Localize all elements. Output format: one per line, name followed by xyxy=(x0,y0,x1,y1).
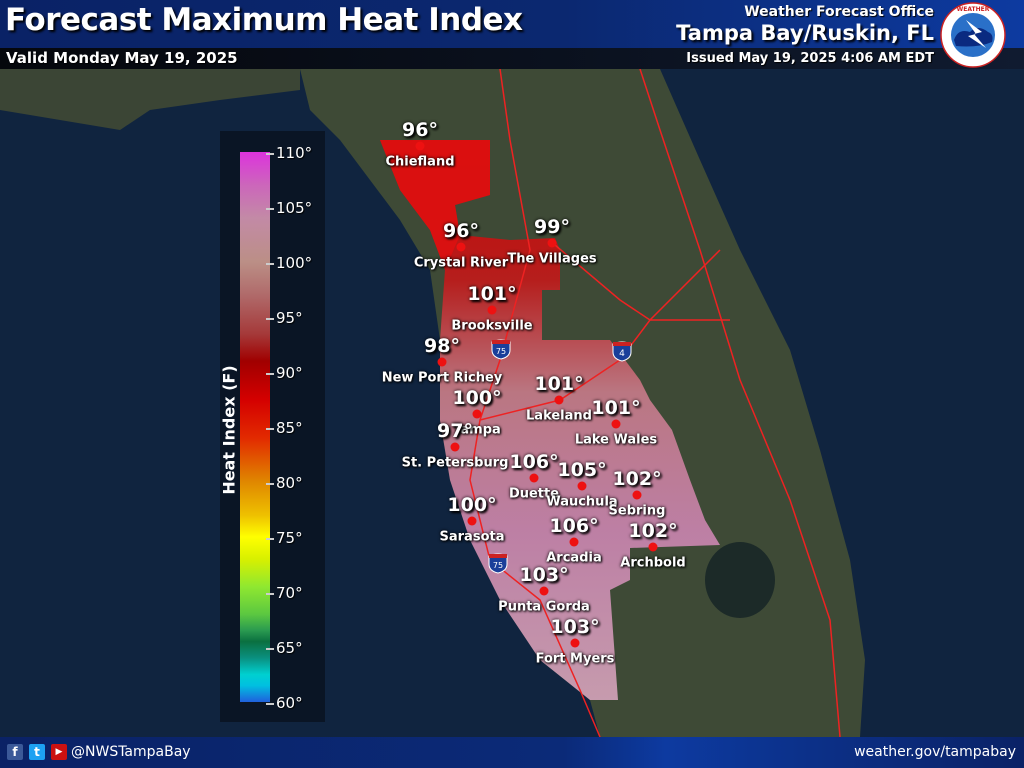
city-heat-value: 97° xyxy=(437,420,473,442)
city-dot-icon xyxy=(577,481,587,491)
city-heat-value: 101° xyxy=(534,373,584,395)
city-dot-icon xyxy=(529,473,539,483)
legend-tick-label: 60° xyxy=(276,694,303,712)
city-heat-value: 103° xyxy=(519,564,569,586)
city-heat-value: 101° xyxy=(591,397,641,419)
city-dot-icon xyxy=(547,238,557,248)
legend-color-bar xyxy=(240,152,270,702)
city-dot-icon xyxy=(467,516,477,526)
legend-tick-label: 80° xyxy=(276,474,303,492)
legend-tick xyxy=(266,483,274,485)
legend-tick-label: 110° xyxy=(276,144,313,162)
city-dot-icon xyxy=(539,586,549,596)
legend-panel xyxy=(220,131,325,722)
interstate-75-south-shield-icon: 75 xyxy=(488,553,508,574)
legend-tick xyxy=(266,208,274,210)
city-dot-icon xyxy=(611,419,621,429)
svg-text:75: 75 xyxy=(493,561,503,570)
city-name: Lakeland xyxy=(526,408,592,424)
city-heat-value: 96° xyxy=(443,220,479,242)
city-name: Brooksville xyxy=(451,318,533,334)
legend-tick-label: 70° xyxy=(276,584,303,602)
legend-tick xyxy=(266,153,274,155)
city-name: Fort Myers xyxy=(535,651,615,667)
map-area xyxy=(0,69,1024,737)
twitter-icon[interactable]: t xyxy=(29,744,45,760)
city-dot-icon xyxy=(450,442,460,452)
header-bar xyxy=(0,0,1024,48)
legend-tick xyxy=(266,318,274,320)
city-heat-value: 103° xyxy=(550,616,600,638)
office-name: Tampa Bay/Ruskin, FL xyxy=(676,21,934,45)
city-heat-value: 96° xyxy=(402,119,438,141)
city-dot-icon xyxy=(437,357,447,367)
city-heat-value: 106° xyxy=(549,515,599,537)
legend-tick xyxy=(266,703,274,705)
city-name: Chiefland xyxy=(385,154,455,170)
legend-tick xyxy=(266,263,274,265)
interstate-75-shield-icon: 75 xyxy=(491,339,511,360)
city-heat-value: 99° xyxy=(534,216,570,238)
city-heat-value: 100° xyxy=(452,387,502,409)
interstate-4-shield-icon: 4 xyxy=(612,341,632,362)
city-dot-icon xyxy=(472,409,482,419)
youtube-icon[interactable]: ▶ xyxy=(51,744,67,760)
legend-tick-label: 85° xyxy=(276,419,303,437)
city-name: The Villages xyxy=(507,251,597,267)
valid-date: Valid Monday May 19, 2025 xyxy=(6,49,238,67)
legend-tick-label: 65° xyxy=(276,639,303,657)
city-heat-value: 106° xyxy=(509,451,559,473)
city-name: Tampa xyxy=(453,422,501,438)
city-name: Arcadia xyxy=(546,550,602,566)
facebook-icon[interactable]: f xyxy=(7,744,23,760)
city-name: Crystal River xyxy=(413,255,509,271)
legend-tick xyxy=(266,373,274,375)
legend-tick-label: 75° xyxy=(276,529,303,547)
city-name: New Port Richey xyxy=(381,370,503,386)
office-label: Weather Forecast Office xyxy=(744,4,934,20)
svg-text:4: 4 xyxy=(619,349,625,359)
legend-tick xyxy=(266,648,274,650)
legend-tick xyxy=(266,428,274,430)
city-heat-value: 105° xyxy=(557,459,607,481)
nws-logo-icon: WEATHER xyxy=(940,2,1006,68)
svg-text:WEATHER: WEATHER xyxy=(957,6,990,13)
page-title: Forecast Maximum Heat Index xyxy=(5,2,523,38)
city-dot-icon xyxy=(415,141,425,151)
city-name: Punta Gorda xyxy=(498,599,590,615)
social-handle[interactable]: @NWSTampaBay xyxy=(71,744,191,760)
legend-tick-label: 100° xyxy=(276,254,313,272)
city-name: Archbold xyxy=(620,555,686,571)
issued-time: Issued May 19, 2025 4:06 AM EDT xyxy=(686,51,934,66)
city-heat-value: 102° xyxy=(612,468,662,490)
city-heat-value: 100° xyxy=(447,494,497,516)
city-heat-value: 101° xyxy=(467,283,517,305)
legend-tick-label: 105° xyxy=(276,199,313,217)
city-dot-icon xyxy=(487,305,497,315)
website-link[interactable]: weather.gov/tampabay xyxy=(854,744,1016,760)
city-dot-icon xyxy=(569,537,579,547)
svg-text:75: 75 xyxy=(496,347,506,356)
city-dot-icon xyxy=(570,638,580,648)
florida-map xyxy=(0,69,1024,737)
city-name: St. Petersburg xyxy=(401,455,509,471)
legend-tick xyxy=(266,538,274,540)
city-name: Sarasota xyxy=(439,529,505,545)
city-name: Duette xyxy=(508,486,560,502)
city-dot-icon xyxy=(632,490,642,500)
legend-tick-label: 90° xyxy=(276,364,303,382)
city-name: Lake Wales xyxy=(574,432,658,448)
valid-bar xyxy=(0,48,1024,69)
city-dot-icon xyxy=(648,542,658,552)
city-heat-value: 98° xyxy=(424,335,460,357)
city-name: Wauchula xyxy=(546,494,618,510)
legend-title: Heat Index (F) xyxy=(219,365,239,495)
city-heat-value: 102° xyxy=(628,520,678,542)
legend-tick-label: 95° xyxy=(276,309,303,327)
city-dot-icon xyxy=(456,242,466,252)
legend-tick xyxy=(266,593,274,595)
footer-bar xyxy=(0,737,1024,768)
city-dot-icon xyxy=(554,395,564,405)
city-name: Sebring xyxy=(608,503,666,519)
